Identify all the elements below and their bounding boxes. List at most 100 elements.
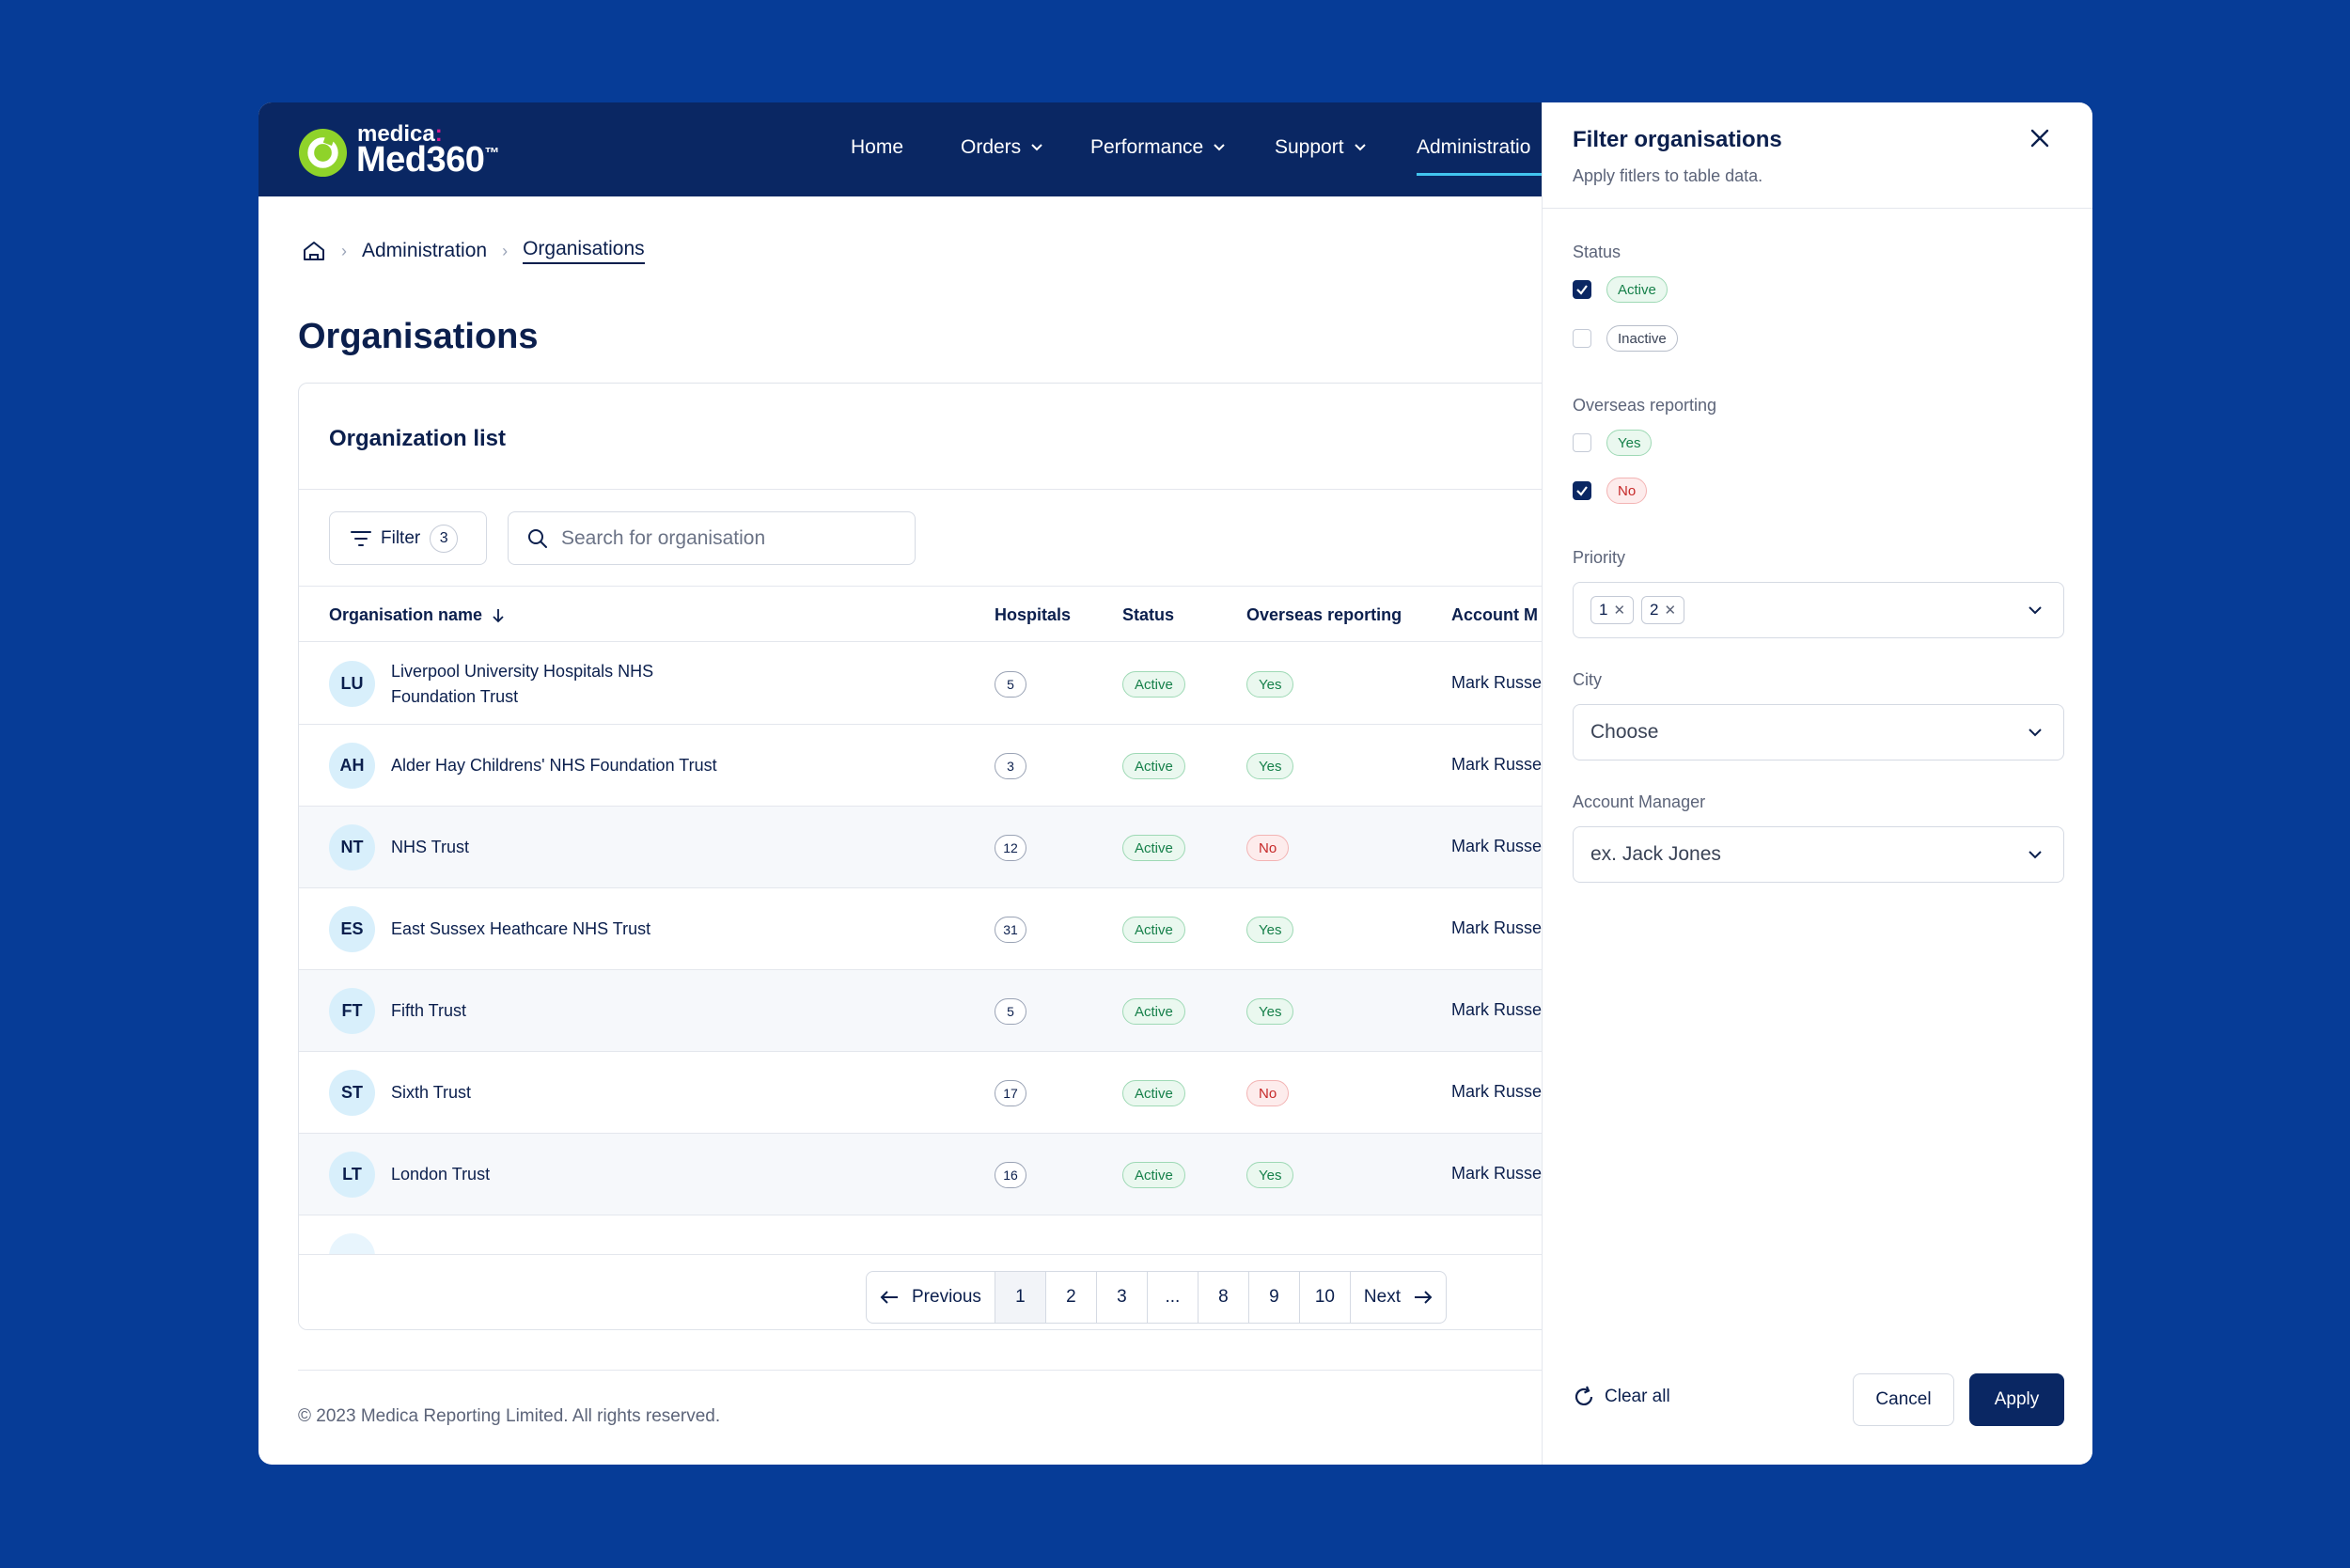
next-page-button[interactable]: Next — [1351, 1272, 1446, 1323]
priority-multiselect[interactable]: 1 ✕ 2 ✕ — [1573, 582, 2064, 638]
search-placeholder: Search for organisation — [561, 526, 766, 549]
page-button-8[interactable]: 8 — [1198, 1272, 1249, 1323]
chevron-down-icon — [2029, 606, 2042, 615]
page-button-3[interactable]: 3 — [1097, 1272, 1148, 1323]
checkbox-checked[interactable] — [1573, 280, 1591, 299]
priority-chip[interactable]: 1 ✕ — [1590, 596, 1635, 624]
arrow-right-icon — [1415, 1291, 1433, 1304]
breadcrumb-separator: › — [502, 241, 509, 260]
overseas-badge: Yes — [1246, 671, 1294, 698]
column-status[interactable]: Status — [1122, 605, 1175, 624]
column-account-manager[interactable]: Account M — [1451, 605, 1538, 624]
check-icon — [1576, 285, 1588, 295]
hospitals-count: 16 — [995, 1162, 1026, 1188]
avatar: ES — [329, 906, 375, 952]
check-icon — [1576, 486, 1588, 496]
brand-name: Med360™ — [356, 140, 499, 180]
nav-orders[interactable]: Orders — [961, 136, 1043, 159]
logo-ring-icon — [298, 128, 348, 178]
hospitals-count: 5 — [995, 998, 1026, 1025]
overseas-option-no[interactable]: No — [1573, 477, 1648, 505]
nav-administration[interactable]: Administratio — [1417, 136, 1559, 176]
remove-chip-icon[interactable]: ✕ — [1613, 603, 1626, 619]
checkbox-checked[interactable] — [1573, 481, 1591, 500]
nav-support[interactable]: Support — [1275, 136, 1367, 159]
avatar: LT — [329, 1152, 375, 1198]
page-button-2[interactable]: 2 — [1046, 1272, 1097, 1323]
column-organisation-name[interactable]: Organisation name — [329, 605, 505, 625]
account-manager: Mark Russe — [1451, 837, 1543, 855]
search-input[interactable]: Search for organisation — [508, 511, 916, 565]
page-button-1[interactable]: 1 — [995, 1272, 1046, 1323]
overseas-badge: No — [1246, 1080, 1290, 1106]
filter-panel: Filter organisations Apply fitlers to ta… — [1542, 102, 2092, 1465]
account-manager: Mark Russe — [1451, 1164, 1543, 1183]
footer-divider — [298, 1370, 1896, 1371]
option-tag: Active — [1606, 276, 1668, 303]
status-badge: Active — [1122, 753, 1185, 779]
organisation-name: Fifth Trust — [391, 1001, 467, 1020]
divider — [1543, 208, 2092, 209]
account-manager: Mark Russe — [1451, 918, 1543, 937]
status-option-active[interactable]: Active — [1573, 275, 1668, 304]
overseas-badge: Yes — [1246, 917, 1294, 943]
organisation-name: London Trust — [391, 1165, 491, 1184]
remove-chip-icon[interactable]: ✕ — [1664, 603, 1677, 619]
chevron-down-icon — [1031, 144, 1042, 151]
overseas-badge: No — [1246, 835, 1290, 861]
overseas-option-yes[interactable]: Yes — [1573, 429, 1653, 457]
priority-chip[interactable]: 2 ✕ — [1641, 596, 1685, 624]
close-icon[interactable] — [2029, 127, 2051, 149]
avatar: ST — [329, 1070, 375, 1116]
checkbox-unchecked[interactable] — [1573, 433, 1591, 452]
overseas-badge: Yes — [1246, 998, 1294, 1025]
home-icon[interactable] — [302, 240, 326, 262]
checkbox-unchecked[interactable] — [1573, 329, 1591, 348]
cancel-button[interactable]: Cancel — [1853, 1373, 1954, 1426]
clear-all-button[interactable]: Clear all — [1573, 1386, 1670, 1408]
refresh-icon — [1574, 1386, 1593, 1405]
previous-page-button[interactable]: Previous — [867, 1272, 995, 1323]
account-manager: Mark Russe — [1451, 755, 1543, 774]
breadcrumb-organisations[interactable]: Organisations — [523, 238, 645, 264]
panel-subtitle: Apply fitlers to table data. — [1573, 166, 1763, 185]
column-hospitals[interactable]: Hospitals — [995, 605, 1072, 624]
account-manager: Mark Russe — [1451, 673, 1543, 692]
breadcrumb: › Administration › Organisations — [302, 232, 645, 270]
status-badge: Active — [1122, 1162, 1185, 1188]
overseas-filter-label: Overseas reporting — [1573, 396, 1717, 415]
page-button-9[interactable]: 9 — [1249, 1272, 1300, 1323]
avatar — [329, 1233, 375, 1254]
avatar: LU — [329, 661, 375, 707]
account-manager-filter-label: Account Manager — [1573, 792, 1706, 811]
chevron-down-icon — [1354, 144, 1366, 151]
arrow-left-icon — [880, 1291, 898, 1304]
breadcrumb-administration[interactable]: Administration — [362, 240, 488, 261]
chevron-down-icon — [2029, 729, 2042, 737]
organisation-name: Liverpool University Hospitals NHS Found… — [391, 661, 654, 706]
status-option-inactive[interactable]: Inactive — [1573, 324, 1678, 353]
option-tag: Yes — [1606, 430, 1653, 456]
sort-arrow-down-icon — [493, 608, 504, 622]
apply-button[interactable]: Apply — [1969, 1373, 2064, 1426]
nav-performance[interactable]: Performance — [1090, 136, 1226, 159]
breadcrumb-separator: › — [341, 241, 347, 260]
footer-copyright: © 2023 Medica Reporting Limited. All rig… — [298, 1406, 721, 1426]
option-tag: No — [1606, 478, 1648, 504]
page-button-10[interactable]: 10 — [1300, 1272, 1351, 1323]
organisation-name: NHS Trust — [391, 838, 470, 856]
hospitals-count: 31 — [995, 917, 1026, 943]
nav-home[interactable]: Home — [851, 136, 904, 158]
filter-button[interactable]: Filter 3 — [329, 511, 487, 565]
search-icon — [528, 528, 547, 548]
filter-label: Filter — [381, 527, 421, 548]
option-tag: Inactive — [1606, 325, 1678, 352]
brand-top-text: medica: — [357, 121, 443, 147]
account-manager-select[interactable]: ex. Jack Jones — [1573, 826, 2064, 883]
hospitals-count: 17 — [995, 1080, 1026, 1106]
city-select[interactable]: Choose — [1573, 704, 2064, 760]
account-manager: Mark Russe — [1451, 1000, 1543, 1019]
city-select-value: Choose — [1590, 721, 1659, 743]
column-overseas-reporting[interactable]: Overseas reporting — [1246, 605, 1402, 624]
organisation-name: Alder Hay Childrens' NHS Foundation Trus… — [391, 756, 717, 775]
